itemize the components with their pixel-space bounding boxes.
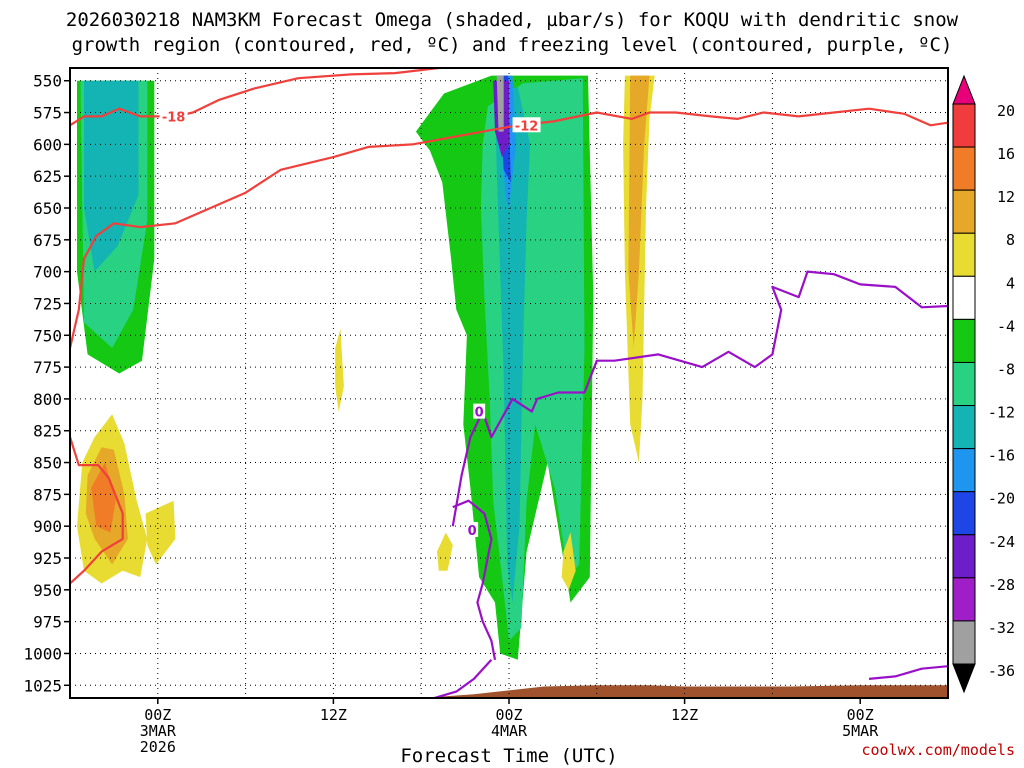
colorbar-label-13: -36 bbox=[988, 662, 1015, 680]
x-tick-label-2-1: 4MAR bbox=[491, 722, 528, 740]
y-tick-label-700: 700 bbox=[33, 263, 62, 282]
colorbar-swatch-0 bbox=[952, 103, 976, 148]
red-contour-line-0 bbox=[70, 68, 439, 127]
plot-area: -18-12 00 bbox=[70, 68, 948, 698]
colorbar-label-6: -8 bbox=[997, 360, 1015, 378]
purple-contour-label-bg-0 bbox=[473, 403, 486, 419]
colorbar-label-8: -16 bbox=[988, 447, 1015, 465]
colorbar: 20 16 12 8 4 -4 -8 -12 -16 -20 -24 -28 -32 -36 bbox=[952, 74, 1015, 694]
colorbar-label-4: 4 bbox=[1006, 274, 1015, 292]
y-tick-label-1025: 1025 bbox=[23, 676, 62, 695]
dendritic-growth-contours: -18 -12 bbox=[70, 68, 948, 585]
colorbar-swatch-11 bbox=[952, 577, 976, 622]
freezing-level-contours: 00 bbox=[430, 270, 948, 698]
omega-region-9 bbox=[496, 75, 504, 132]
red-contour-label-bg-1 bbox=[512, 117, 541, 133]
red-contour-label-0: -18 bbox=[162, 110, 186, 125]
colorbar-label-7: -12 bbox=[988, 404, 1015, 422]
y-tick-label-900: 900 bbox=[33, 517, 62, 536]
omega-region-13 bbox=[145, 500, 176, 565]
omega-region-16 bbox=[437, 532, 453, 571]
colorbar-swatch-7 bbox=[952, 405, 976, 450]
colorbar-swatch-6 bbox=[952, 361, 976, 407]
chart-title-line2: growth region (contoured, red, ºC) and f… bbox=[72, 34, 953, 56]
colorbar-label-3: 8 bbox=[1006, 231, 1015, 249]
x-tick-label-4-0: 00Z bbox=[847, 706, 874, 724]
purple-contour-line-0 bbox=[451, 270, 948, 527]
x-tick-label-2-0: 00Z bbox=[495, 706, 522, 724]
omega-region-18 bbox=[335, 328, 344, 412]
y-tick-label-950: 950 bbox=[33, 581, 62, 600]
purple-contour-label-1: 0 bbox=[468, 524, 477, 539]
y-tick-label-625: 625 bbox=[33, 167, 62, 186]
colorbar-swatch-4 bbox=[952, 275, 976, 320]
x-tick-label-0-1: 3MAR bbox=[140, 722, 177, 740]
x-tick-label-4-1: 5MAR bbox=[842, 722, 879, 740]
purple-contour-line-1 bbox=[452, 499, 497, 661]
colorbar-label-11: -28 bbox=[988, 576, 1015, 594]
colorbar-label-12: -32 bbox=[988, 619, 1015, 637]
colorbar-label-10: -24 bbox=[988, 533, 1015, 551]
credit-text: coolwx.com/models bbox=[861, 741, 1015, 759]
colorbar-swatch-5 bbox=[952, 318, 976, 363]
red-contour-line-1 bbox=[70, 107, 948, 349]
terrain-layer bbox=[421, 685, 948, 698]
y-tick-label-725: 725 bbox=[33, 294, 62, 313]
colorbar-swatch-1 bbox=[952, 146, 976, 191]
purple-contour-label-bg-1 bbox=[466, 522, 479, 537]
y-tick-label-600: 600 bbox=[33, 135, 62, 154]
y-tick-label-925: 925 bbox=[33, 549, 62, 568]
colorbar-swatch-2 bbox=[952, 189, 976, 234]
colorbar-label-0: 20 bbox=[997, 102, 1015, 120]
colorbar-label-9: -20 bbox=[988, 490, 1015, 508]
y-tick-label-1000: 1000 bbox=[23, 644, 62, 663]
y-tick-label-675: 675 bbox=[33, 231, 62, 250]
y-tick-label-750: 750 bbox=[33, 326, 62, 345]
y-tick-label-550: 550 bbox=[33, 72, 62, 91]
x-tick-label-0-0: 00Z bbox=[144, 706, 171, 724]
colorbar-top-arrow bbox=[952, 74, 976, 105]
y-tick-label-650: 650 bbox=[33, 199, 62, 218]
colorbar-label-1: 16 bbox=[997, 145, 1015, 163]
colorbar-label-2: 12 bbox=[997, 188, 1015, 206]
x-tick-label-0-2: 2026 bbox=[140, 738, 176, 756]
colorbar-swatch-8 bbox=[952, 448, 976, 493]
terrain-fill bbox=[421, 685, 948, 698]
colorbar-swatch-3 bbox=[952, 232, 976, 277]
red-contour-label-bg-0 bbox=[159, 108, 188, 124]
x-tick-label-1-0: 12Z bbox=[320, 706, 347, 724]
colorbar-swatch-10 bbox=[952, 534, 976, 579]
colorbar-bottom-arrow bbox=[952, 663, 976, 694]
purple-contour-line-3 bbox=[868, 665, 948, 680]
x-tick-label-3-0: 12Z bbox=[671, 706, 698, 724]
colorbar-label-5: -4 bbox=[997, 317, 1015, 335]
y-tick-label-975: 975 bbox=[33, 613, 62, 632]
y-tick-label-800: 800 bbox=[33, 390, 62, 409]
omega-region-15 bbox=[628, 75, 650, 348]
grid-layer bbox=[70, 68, 948, 698]
x-axis-title: Forecast Time (UTC) bbox=[400, 745, 617, 767]
chart-title-line1: 2026030218 NAM3KM Forecast Omega (shaded… bbox=[66, 9, 959, 31]
colorbar-swatch-12 bbox=[952, 620, 976, 665]
y-tick-label-850: 850 bbox=[33, 454, 62, 473]
red-contour-label-1: -12 bbox=[515, 119, 539, 134]
y-axis: 550 575 600 625 650 675 700 725 750 775 800 825 850 8… bbox=[23, 72, 70, 695]
omega-shading-layer bbox=[77, 75, 655, 660]
purple-contour-label-0: 0 bbox=[475, 406, 484, 421]
colorbar-swatch-9 bbox=[952, 491, 976, 536]
y-tick-label-875: 875 bbox=[33, 485, 62, 504]
y-tick-label-575: 575 bbox=[33, 104, 62, 123]
omega-region-5 bbox=[495, 87, 531, 603]
omega-region-17 bbox=[561, 532, 576, 590]
y-tick-label-825: 825 bbox=[33, 422, 62, 441]
purple-contour-line-2 bbox=[430, 659, 493, 698]
y-tick-label-775: 775 bbox=[33, 358, 62, 377]
red-contour-line-2 bbox=[70, 436, 124, 585]
